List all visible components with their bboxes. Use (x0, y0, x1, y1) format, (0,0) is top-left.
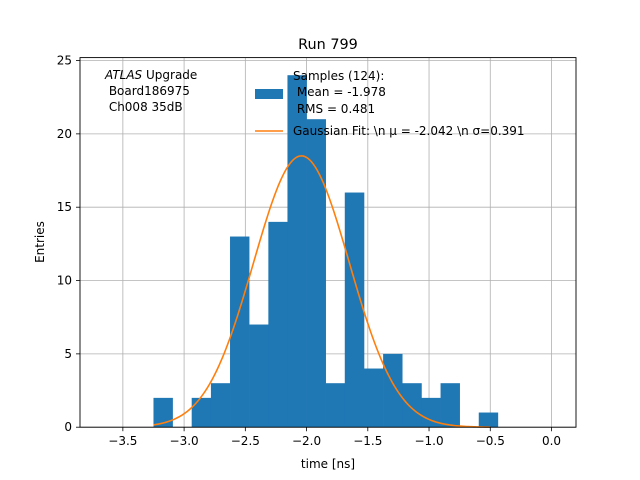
histogram-bar-4 (230, 236, 250, 428)
annotation-upgrade: Upgrade (142, 68, 197, 82)
histogram-bar-13 (402, 383, 422, 428)
annotation-atlas: ATLAS (104, 68, 143, 82)
x-tick-label-7: 0.0 (542, 434, 561, 448)
legend-samples-line-1: Samples (124): (293, 69, 384, 83)
chart-title: Run 799 (298, 37, 358, 53)
histogram-bar-14 (421, 397, 441, 428)
histogram-bar-11 (364, 368, 384, 428)
legend: Samples (124): Mean = -1.978 RMS = 0.481… (255, 69, 525, 138)
legend-samples-line-3: RMS = 0.481 (293, 102, 375, 116)
x-tick-label-1: −3.0 (170, 434, 199, 448)
histogram-bar-15 (440, 383, 460, 428)
y-axis-ticks: 0 5 10 15 20 25 (57, 54, 80, 434)
x-axis-label: time [ns] (301, 457, 355, 471)
gaussian-fit-curve (153, 155, 491, 428)
annotation-board: Board186975 (105, 84, 190, 98)
histogram-bar-2 (191, 397, 212, 428)
histogram-bar-12 (383, 353, 403, 428)
x-tick-label-6: −0.5 (476, 434, 505, 448)
histogram-bar-6 (268, 221, 288, 428)
histogram-bar-0 (153, 397, 173, 428)
plot-frame (79, 57, 577, 428)
x-tick-label-2: −2.5 (231, 434, 260, 448)
legend-samples-swatch (255, 89, 283, 99)
histogram-bar-7 (287, 75, 307, 428)
x-axis-ticks: −3.5 −3.0 −2.5 −2.0 −1.5 −1.0 −0.5 0.0 (108, 427, 561, 448)
legend-samples-line-2: Mean = -1.978 (293, 85, 386, 99)
legend-fit-label: Gaussian Fit: \n μ = -2.042 \n σ=0.391 (293, 124, 525, 138)
annotation-channel: Ch008 35dB (105, 100, 183, 114)
histogram-bars (153, 75, 499, 428)
histogram-bar-9 (325, 383, 346, 428)
x-tick-label-3: −2.0 (292, 434, 321, 448)
x-tick-label-5: −1.0 (414, 434, 443, 448)
y-tick-label-4: 20 (57, 127, 72, 141)
histogram-bar-5 (249, 324, 269, 428)
y-tick-label-5: 25 (57, 54, 72, 68)
histogram-bar-17 (478, 412, 499, 428)
x-tick-label-0: −3.5 (108, 434, 137, 448)
y-tick-label-3: 15 (57, 200, 72, 214)
histogram-bar-3 (210, 383, 231, 428)
y-tick-label-1: 5 (64, 347, 72, 361)
annotation-title: ATLAS Upgrade (104, 68, 197, 82)
y-tick-label-2: 10 (57, 274, 72, 288)
histogram-bar-8 (306, 119, 326, 428)
y-tick-label-0: 0 (64, 420, 72, 434)
y-axis-label: Entries (33, 221, 47, 263)
histogram-bar-10 (344, 192, 365, 428)
annotation-block: ATLAS Upgrade Board186975 Ch008 35dB (104, 68, 197, 114)
x-tick-label-4: −1.5 (353, 434, 382, 448)
